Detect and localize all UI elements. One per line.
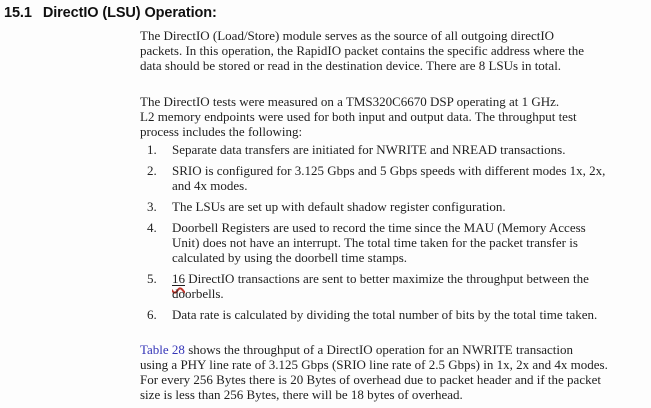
- list-item-number: 1.: [147, 142, 157, 157]
- numbered-list: 1. Separate data transfers are initiated…: [140, 142, 651, 322]
- list-item-text: 16 DirectIO transactions are sent to bet…: [172, 271, 651, 301]
- list-item-text: Data rate is calculated by dividing the …: [172, 307, 651, 322]
- section-body: The DirectIO (Load/Store) module serves …: [140, 28, 651, 402]
- text-line: Doorbell Registers are used to record th…: [172, 220, 586, 235]
- paragraph-directio-intro: The DirectIO (Load/Store) module serves …: [140, 28, 651, 73]
- list-item: 5. 16 DirectIO transactions are sent to …: [140, 271, 651, 301]
- text-line: The DirectIO (Load/Store) module serves …: [140, 28, 555, 43]
- text-line: using a PHY line rate of 3.125 Gbps (SRI…: [140, 357, 608, 372]
- text-line: and 4x modes.: [172, 178, 248, 193]
- list-item-number: 5.: [147, 271, 157, 286]
- text-line: calculated by using the doorbell time st…: [172, 250, 408, 265]
- text-line: Unit) does not have an interrupt. The to…: [172, 235, 578, 250]
- list-item-number: 6.: [147, 307, 157, 322]
- section-title: DirectIO (LSU) Operation:: [42, 5, 217, 21]
- list-item-text: The LSUs are set up with default shadow …: [172, 199, 651, 214]
- text-line: Data rate is calculated by dividing the …: [172, 307, 598, 322]
- list-item: 4. Doorbell Registers are used to record…: [140, 220, 651, 265]
- list-item-number: 2.: [147, 163, 157, 178]
- text-line: The LSUs are set up with default shadow …: [172, 199, 506, 214]
- text-line: Separate data transfers are initiated fo…: [172, 142, 566, 157]
- text-line: SRIO is configured for 3.125 Gbps and 5 …: [172, 163, 606, 178]
- section-heading: 15.1 DirectIO (LSU) Operation:: [4, 5, 651, 21]
- list-item-number: 3.: [147, 199, 157, 214]
- table-28-link[interactable]: Table 28: [140, 342, 185, 357]
- list-item: 1. Separate data transfers are initiated…: [140, 142, 651, 157]
- text-line: size is less than 256 Bytes, there will …: [140, 387, 463, 402]
- text-line: doorbells.: [172, 286, 224, 301]
- list-item-text: Doorbell Registers are used to record th…: [172, 220, 651, 265]
- list-item-number: 4.: [147, 220, 157, 235]
- list-item-text: SRIO is configured for 3.125 Gbps and 5 …: [172, 163, 651, 193]
- underlined-number: 16: [172, 271, 185, 286]
- text-span: shows the throughput of a DirectIO opera…: [184, 342, 574, 357]
- list-item: 6. Data rate is calculated by dividing t…: [140, 307, 651, 322]
- text-line: L2 memory endpoints were used for both i…: [140, 109, 577, 124]
- text-line: 16 DirectIO transactions are sent to bet…: [172, 271, 651, 286]
- spellcheck-squiggle: 16: [172, 271, 185, 286]
- list-item: 2. SRIO is configured for 3.125 Gbps and…: [140, 163, 651, 193]
- text-line: packets. In this operation, the RapidIO …: [140, 43, 585, 58]
- list-item-text: Separate data transfers are initiated fo…: [172, 142, 651, 157]
- text-span: DirectIO transactions are sent to better…: [185, 271, 589, 286]
- paragraph-test-setup: The DirectIO tests were measured on a TM…: [140, 94, 651, 139]
- text-line: For every 256 Bytes there is 20 Bytes of…: [140, 372, 601, 387]
- section-number: 15.1: [4, 5, 32, 21]
- paragraph-table-reference: Table 28 shows the throughput of a Direc…: [140, 342, 651, 402]
- text-line: process includes the following:: [140, 124, 303, 139]
- text-line: The DirectIO tests were measured on a TM…: [140, 94, 560, 109]
- text-line: Table 28 shows the throughput of a Direc…: [140, 342, 651, 357]
- text-line: data should be stored or read in the des…: [140, 58, 562, 73]
- list-item: 3. The LSUs are set up with default shad…: [140, 199, 651, 214]
